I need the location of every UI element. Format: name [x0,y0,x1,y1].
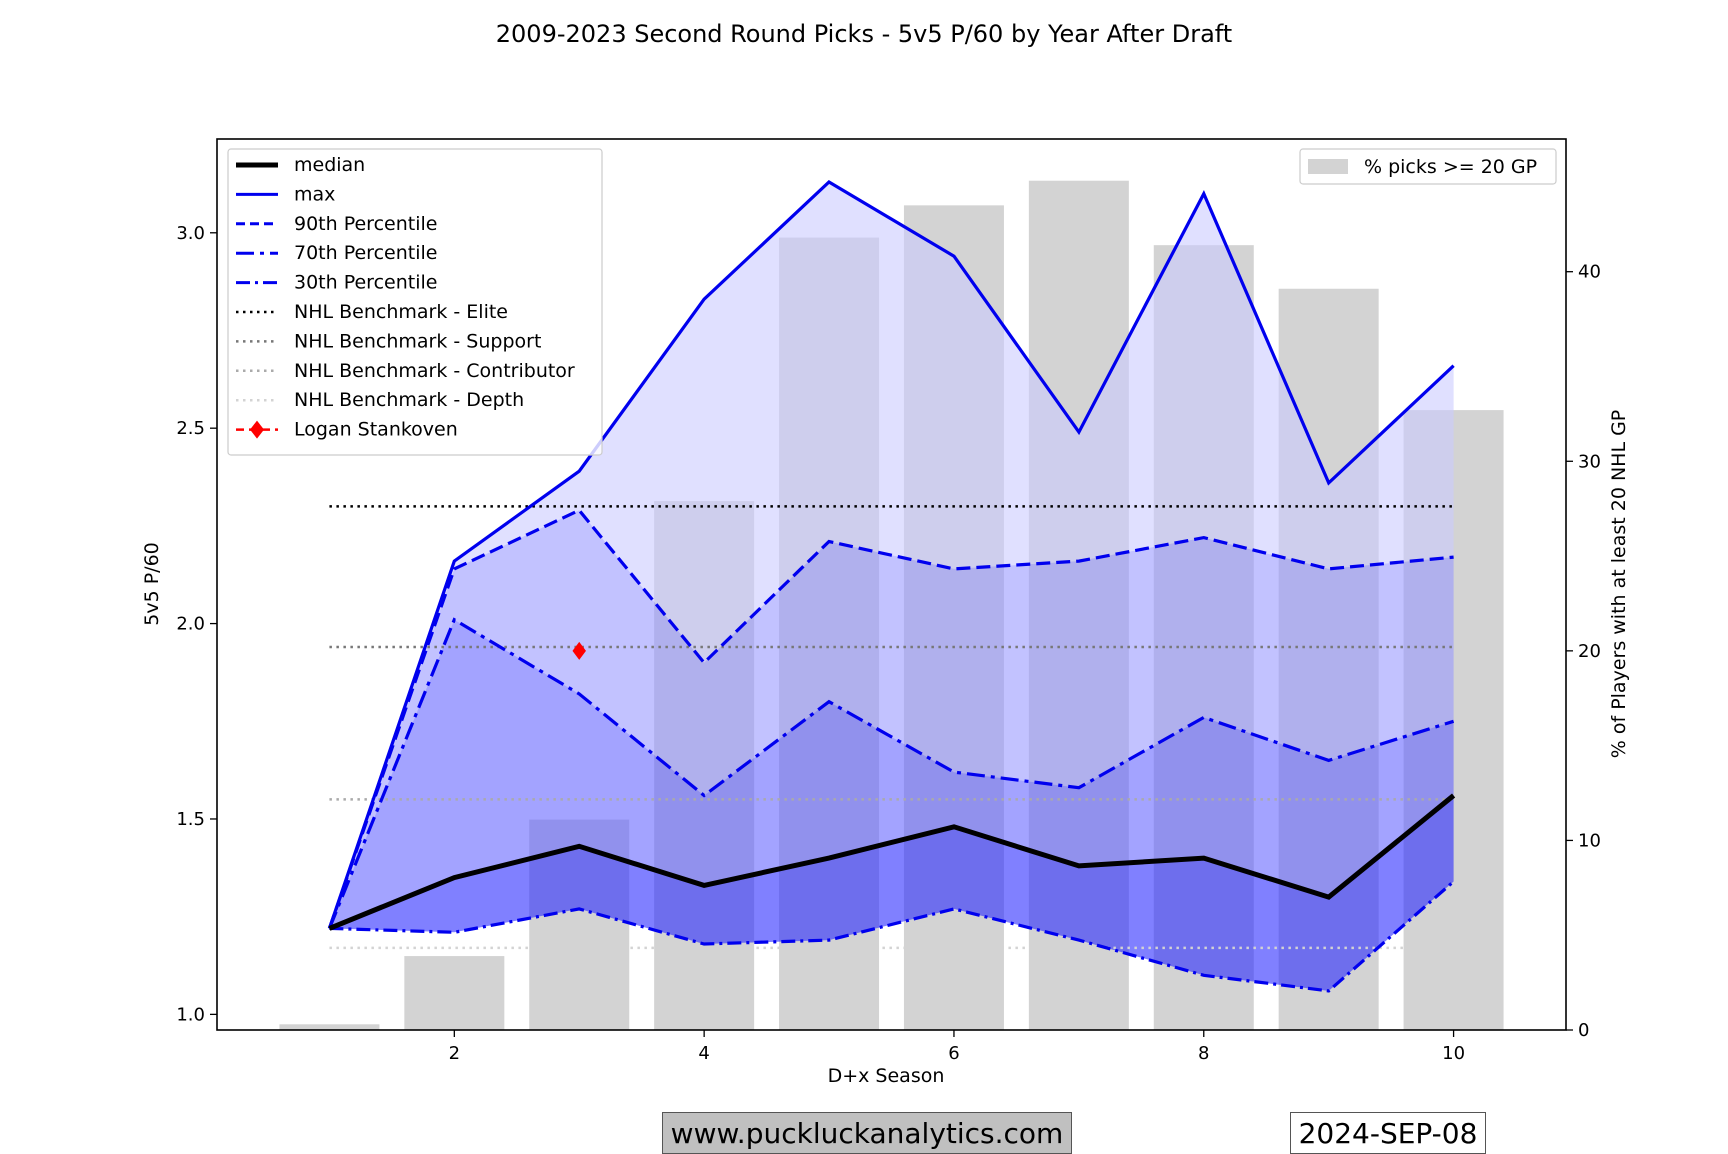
series-line-median [328,793,1456,931]
plot-area: 2 4 6 8 10 1.0 1.5 2.0 2.5 3.0 0 10 20 30 40 median max 9… [176,138,1601,1064]
bar-gp-pct-1 [279,1024,380,1030]
legend-label-1: max [294,183,335,205]
band-70-median [329,619,1454,929]
y2-tick-label-20: 20 [1578,641,1601,662]
legend-right: % picks >= 20 GP [1299,148,1557,185]
bar-gp-pct-2 [404,956,505,1030]
series-line-70th-percentile [327,617,1455,930]
band-median-30 [329,795,1454,991]
y2-tick-label-40: 40 [1578,262,1601,283]
legend-right-label: % picks >= 20 GP [1364,156,1537,178]
x-axis-label: D+x Season [828,1065,945,1087]
series-line-90th-percentile [327,508,1454,929]
y-tick-label-3: 2.5 [176,418,205,439]
y2-tick-label-10: 10 [1578,830,1601,851]
y2-tick-label-0: 0 [1578,1020,1589,1041]
x-tick-label-4: 4 [698,1043,709,1064]
series-line-max [327,180,1455,929]
y2-axis-label: % of Players with at least 20 NHL GP [1608,410,1630,759]
date-badge: 2024-SEP-08 [1290,1112,1486,1154]
x-tick-label-10: 10 [1442,1043,1465,1064]
legend-marker-9 [250,420,264,439]
plot-frame [216,138,1567,1031]
legend-label-4: 30th Percentile [294,272,437,294]
legend-label-5: NHL Benchmark - Elite [294,301,508,323]
x-tick-label-2: 2 [449,1043,460,1064]
player-marker [572,641,586,660]
x-tick-label-6: 6 [948,1043,959,1064]
legend-label-2: 90th Percentile [294,213,437,235]
series-line-30th-percentile [329,880,1455,993]
legend-left: median max 90th Percentile 70th Percentile 3… [227,148,603,456]
y-tick-label-4: 3.0 [176,223,205,244]
y-axis-label: 5v5 P/60 [141,542,163,626]
legend-label-7: NHL Benchmark - Contributor [294,360,575,382]
legend-right-box [1299,148,1557,185]
legend-label-0: median [294,154,365,176]
website-badge: www.puckluckanalytics.com [662,1112,1072,1154]
y2-tick-label-30: 30 [1578,451,1601,472]
y-tick-label-1: 1.5 [176,809,205,830]
chart-title: 2009-2023 Second Round Picks - 5v5 P/60 … [496,20,1232,48]
y-tick-label-2: 2.0 [176,614,205,635]
legend-label-6: NHL Benchmark - Support [294,330,541,352]
legend-label-3: 70th Percentile [294,242,437,264]
legend-label-8: NHL Benchmark - Depth [294,389,524,411]
x-tick-label-8: 8 [1198,1043,1209,1064]
plot-content [279,180,1504,1030]
y-tick-label-0: 1.0 [176,1004,205,1025]
legend-label-9: Logan Stankoven [294,419,458,441]
legend-left-box [227,148,603,456]
band-90-70 [329,510,1454,929]
legend-right-swatch [1308,159,1348,174]
